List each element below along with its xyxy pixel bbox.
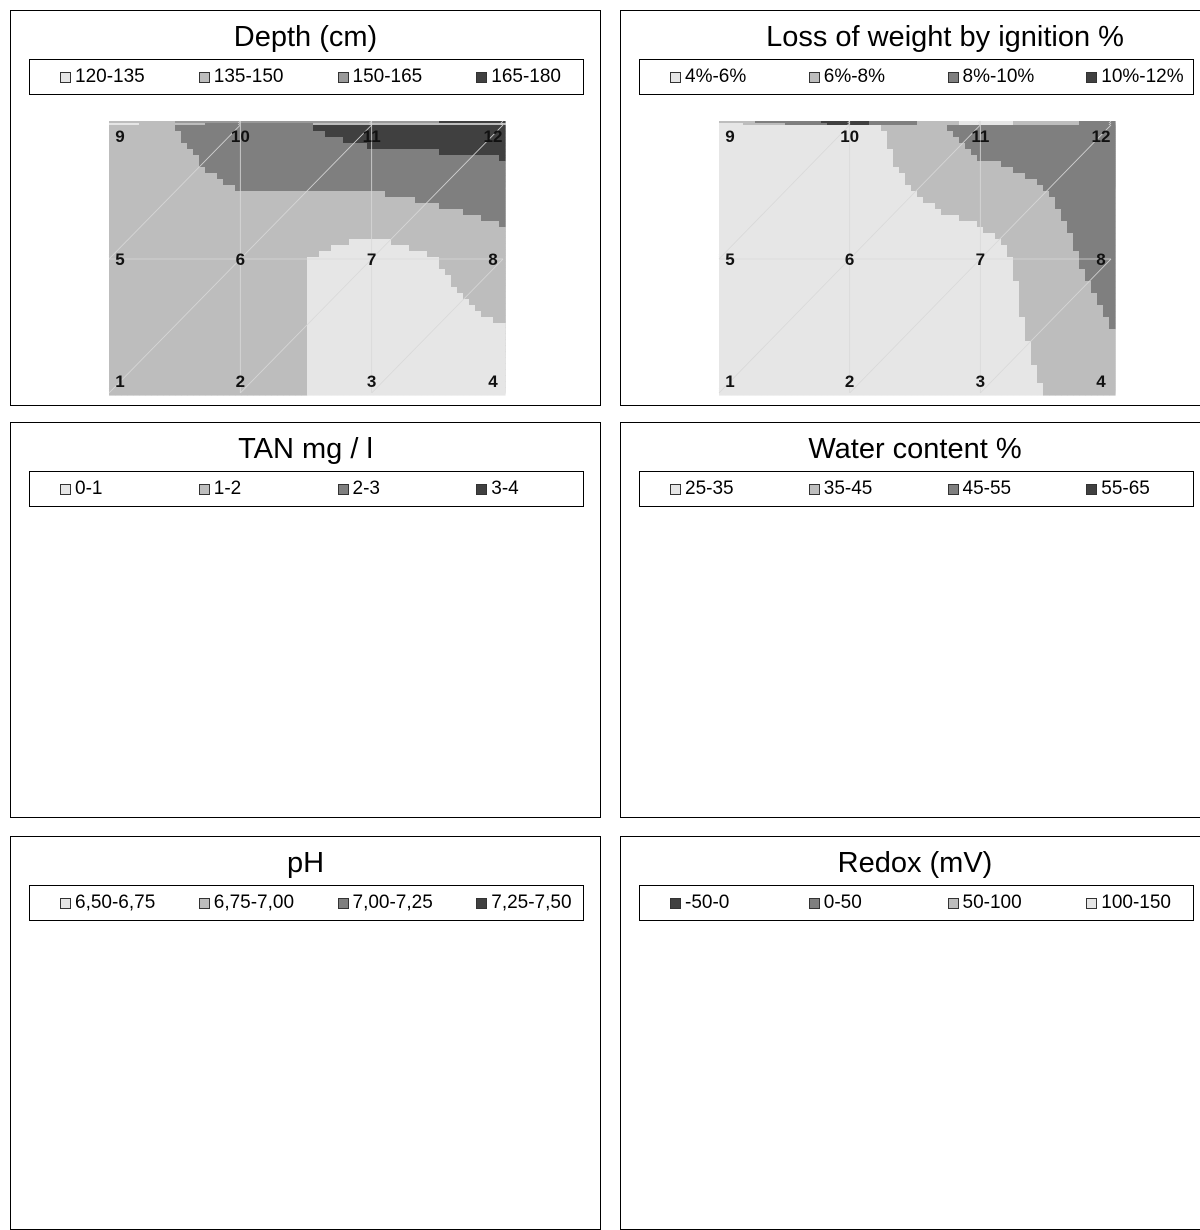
legend-swatch	[809, 72, 820, 83]
legend-label: 10%-12%	[1101, 66, 1183, 88]
legend-swatch	[60, 72, 71, 83]
legend-label: 8%-10%	[963, 66, 1035, 88]
legend-label: 6%-8%	[824, 66, 885, 88]
legend-label: 4%-6%	[685, 66, 746, 88]
legend-item: 165-180	[476, 60, 561, 94]
chart-title: Loss of weight by ignition %	[681, 21, 1200, 53]
legend-swatch	[948, 72, 959, 83]
legend-swatch	[338, 72, 349, 83]
chart-legend: 120-135 135-150 150-165 165-180	[29, 59, 584, 95]
legend-swatch	[476, 72, 487, 83]
legend-label: 150-165	[353, 66, 423, 88]
chart-title: Depth (cm)	[11, 21, 600, 53]
legend-item: 8%-10%	[948, 60, 1035, 94]
legend-swatch	[670, 72, 681, 83]
legend-item: 6%-8%	[809, 60, 885, 94]
legend-item: 10%-12%	[1086, 60, 1183, 94]
chart-legend: 4%-6% 6%-8% 8%-10% 10%-12%	[639, 59, 1194, 95]
legend-label: 165-180	[491, 66, 561, 88]
legend-item: 135-150	[199, 60, 284, 94]
legend-item: 120-135	[60, 60, 145, 94]
legend-label: 135-150	[214, 66, 284, 88]
legend-item: 4%-6%	[670, 60, 746, 94]
legend-swatch	[1086, 72, 1097, 83]
legend-label: 120-135	[75, 66, 145, 88]
legend-swatch	[199, 72, 210, 83]
legend-item: 150-165	[338, 60, 423, 94]
